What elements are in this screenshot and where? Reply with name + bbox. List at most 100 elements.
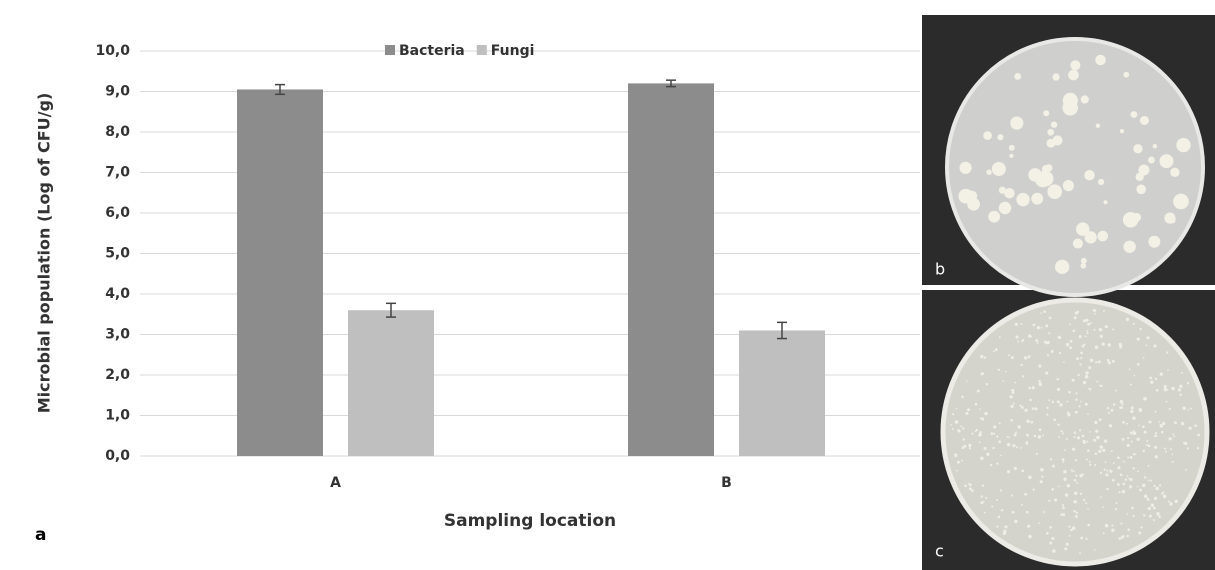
colony xyxy=(985,496,988,500)
colony xyxy=(1066,400,1069,403)
colony xyxy=(1086,440,1089,443)
colony xyxy=(962,438,965,441)
colony xyxy=(1020,323,1023,325)
colony xyxy=(1025,510,1029,514)
petri-dish xyxy=(945,37,1205,297)
colony xyxy=(978,433,982,437)
y-tick-label: 5,0 xyxy=(105,246,130,262)
colonies xyxy=(950,54,1201,555)
colony xyxy=(1107,361,1112,365)
colony xyxy=(1150,380,1154,384)
colony xyxy=(1084,231,1097,244)
colony xyxy=(1100,385,1103,387)
colony xyxy=(1080,262,1087,269)
colony xyxy=(1094,420,1098,425)
colony xyxy=(1117,456,1120,459)
colony xyxy=(1106,358,1110,362)
colony xyxy=(1171,460,1174,463)
colony xyxy=(1006,442,1011,447)
photos: b c xyxy=(922,15,1215,570)
colony xyxy=(998,201,1012,215)
colony xyxy=(1040,312,1042,314)
colony xyxy=(1039,480,1043,484)
colony xyxy=(1026,419,1030,423)
colony xyxy=(1060,513,1063,516)
colony xyxy=(1046,406,1049,410)
colony xyxy=(1046,531,1049,535)
colony xyxy=(954,454,957,458)
colony xyxy=(1179,393,1182,396)
colony xyxy=(996,435,999,438)
colony xyxy=(1072,329,1076,333)
colony xyxy=(1046,354,1050,357)
colony xyxy=(1087,523,1091,527)
colony xyxy=(1163,384,1167,389)
colony xyxy=(1179,384,1183,388)
colony xyxy=(1126,422,1128,425)
colony xyxy=(1123,460,1126,463)
colony xyxy=(1038,382,1043,387)
colony xyxy=(1063,470,1067,474)
colony xyxy=(984,411,988,416)
colony xyxy=(1142,449,1146,453)
colony xyxy=(1038,428,1042,432)
colony xyxy=(1176,137,1191,153)
colony xyxy=(1132,416,1136,420)
colony xyxy=(1085,502,1088,505)
colony xyxy=(979,408,981,410)
colony xyxy=(1048,332,1051,335)
colony xyxy=(1142,483,1146,487)
colony xyxy=(1062,513,1066,517)
y-tick-label: 3,0 xyxy=(105,327,130,343)
colony xyxy=(1128,485,1133,489)
colony xyxy=(1028,386,1031,390)
y-tick-label: 4,0 xyxy=(105,286,130,302)
colony xyxy=(957,429,961,433)
colony xyxy=(1158,484,1162,487)
colony xyxy=(980,456,984,461)
colony xyxy=(1094,345,1099,350)
colony xyxy=(1082,498,1086,502)
colony xyxy=(1015,431,1018,434)
colony xyxy=(1097,178,1105,186)
y-tick-label: 7,0 xyxy=(105,165,130,181)
colony xyxy=(1171,453,1174,456)
colony xyxy=(1000,509,1004,512)
colony xyxy=(1006,470,1011,474)
colony xyxy=(1139,327,1142,331)
colony xyxy=(1070,469,1074,472)
colony xyxy=(1163,387,1168,392)
colony xyxy=(1010,404,1014,409)
colony xyxy=(1112,328,1115,331)
colony xyxy=(1048,399,1051,402)
colony xyxy=(1084,169,1095,181)
colony xyxy=(1066,484,1071,488)
colony xyxy=(1094,452,1098,456)
colony xyxy=(1082,380,1087,385)
colony xyxy=(1118,342,1123,347)
colony xyxy=(1162,491,1165,494)
colony xyxy=(1095,360,1098,364)
colony xyxy=(1165,400,1168,403)
colony xyxy=(1136,363,1140,366)
colony xyxy=(1147,444,1151,448)
colony xyxy=(1112,403,1116,406)
colony xyxy=(1066,411,1070,415)
panel-label: b xyxy=(935,260,945,279)
colony xyxy=(1031,407,1035,410)
colony xyxy=(1102,532,1105,535)
colony xyxy=(1050,121,1058,128)
colony xyxy=(1130,409,1134,414)
x-tick-label: A xyxy=(330,475,341,491)
colony xyxy=(1143,514,1146,517)
colony xyxy=(1064,547,1068,551)
y-tick-label: 2,0 xyxy=(105,367,130,383)
colony xyxy=(1047,128,1055,136)
colony xyxy=(1088,366,1092,370)
colony xyxy=(1061,504,1064,507)
colony xyxy=(1150,503,1155,507)
colony xyxy=(1051,400,1055,404)
colony xyxy=(1139,115,1149,126)
colony xyxy=(993,432,996,435)
colony xyxy=(1064,493,1069,497)
